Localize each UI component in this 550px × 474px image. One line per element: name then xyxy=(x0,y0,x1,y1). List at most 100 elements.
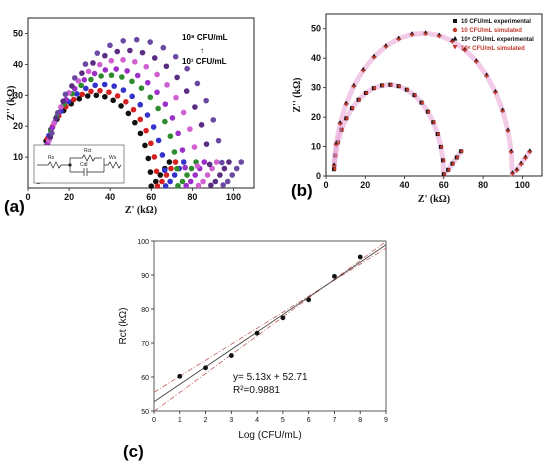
panel-b-point-sim xyxy=(451,162,455,166)
circuit-label-cdl: Cdl xyxy=(80,162,88,168)
panel-a-point xyxy=(229,172,236,178)
panel-c-ytick-label: 90 xyxy=(141,273,149,280)
panel-b-point-sim xyxy=(396,38,402,42)
panel-a-point xyxy=(81,77,88,83)
panel-a-point xyxy=(102,67,109,73)
panel-b-point-sim xyxy=(351,106,355,110)
panel-a-point xyxy=(83,85,89,92)
panel-a-point xyxy=(172,53,179,60)
panel-c-xtick-label: 6 xyxy=(307,417,311,424)
panel-a-ytick-label: 50 xyxy=(13,28,23,38)
panel-a-point xyxy=(198,122,205,128)
panel-a-point xyxy=(92,82,98,89)
panel-c-point xyxy=(306,297,312,303)
panel-b-point-sim xyxy=(442,158,446,162)
panel-b-point-sim xyxy=(413,93,417,97)
panel-b-point-sim xyxy=(383,45,389,50)
panel-a-point xyxy=(88,88,94,95)
panel-a-point xyxy=(96,61,103,68)
panel-a-xtick-label: 40 xyxy=(105,192,115,202)
panel-c-xtick-label: 9 xyxy=(384,417,388,424)
circuit-label-rs: Rs xyxy=(48,155,55,161)
legend-marker-2 xyxy=(452,27,458,33)
panel-c-ylabel: Rct (kΩ) xyxy=(118,308,129,345)
panel-a-point xyxy=(163,172,170,178)
panel-a-point xyxy=(76,96,83,102)
panel-a-point xyxy=(213,159,220,165)
panel-a-point xyxy=(48,130,55,136)
panel-a-point xyxy=(120,56,126,63)
panel-a-point xyxy=(49,124,56,131)
panel-a-point xyxy=(69,83,75,89)
panel-b-series-2 xyxy=(331,30,533,178)
panel-a-ytick-label: 20 xyxy=(13,121,23,131)
panel-a-point xyxy=(79,70,85,76)
legend-marker-1 xyxy=(453,19,457,23)
panel-b-point-sim xyxy=(343,103,349,107)
panel-b-series-1 xyxy=(331,82,464,180)
panel-a-point xyxy=(148,183,155,189)
panel-b-point-sim xyxy=(449,40,455,44)
panel-a-point xyxy=(167,178,173,185)
panel-a-point xyxy=(93,92,100,99)
panel-a-point xyxy=(118,103,124,109)
panel-a-point xyxy=(147,169,154,175)
panel-a-point xyxy=(90,60,96,66)
panel-a-point xyxy=(212,178,219,185)
panel-a-point xyxy=(108,57,115,64)
panel-a-point xyxy=(187,178,194,185)
panel-a-point xyxy=(210,117,217,123)
panel-c-xtick-label: 1 xyxy=(178,417,182,424)
panel-a-point xyxy=(114,48,121,55)
panel-b-point-sim xyxy=(427,110,431,114)
panel-b-ytick-label: 20 xyxy=(311,112,321,122)
panel-a-point xyxy=(148,140,154,147)
legend-entry-4: 10⁸ CFU/mL simulated xyxy=(461,46,525,52)
panel-a-point xyxy=(191,144,198,150)
legend-marker-3 xyxy=(452,36,458,41)
panel-a-point xyxy=(127,47,133,54)
panel-a-xtick-label: 80 xyxy=(187,192,197,202)
panel-a-point xyxy=(184,65,190,72)
panel-a-point xyxy=(169,115,176,121)
panel-a-point xyxy=(97,87,103,94)
panel-a-point xyxy=(173,94,179,101)
panel-a-point xyxy=(114,93,121,99)
panel-a-point xyxy=(71,75,78,81)
panel-b-ytick-label: 50 xyxy=(311,24,321,34)
panel-b-point-sim xyxy=(447,168,451,172)
panel-a-point xyxy=(101,81,108,88)
panel-a-point xyxy=(168,165,174,172)
panel-b-xtick-label: 80 xyxy=(478,180,488,190)
panel-b-point-sim xyxy=(514,169,520,173)
panel-a-point xyxy=(54,110,61,116)
panel-a-xtick-label: 0 xyxy=(25,192,30,202)
panel-a-point xyxy=(217,172,223,178)
panel-c-xtick-label: 7 xyxy=(332,417,336,424)
panel-c-xtick-label: 8 xyxy=(358,417,362,424)
panel-a-xtick-label: 60 xyxy=(146,192,156,202)
panel-a-annotation-bottom: 10¹ CFU/mL xyxy=(182,57,227,66)
panel-c-r-squared: R²=0.9881 xyxy=(233,385,280,396)
legend-entry-3: 10⁸ CFU/mL experimental xyxy=(461,37,534,43)
panel-b-point-sim xyxy=(337,122,343,127)
panel-a-point xyxy=(167,133,174,139)
panel-b-ytick-label: 0 xyxy=(316,171,321,181)
panel-a-point xyxy=(164,82,170,88)
panel-b-point-sim xyxy=(436,132,441,136)
panel-c-point xyxy=(357,254,363,260)
panel-a-point xyxy=(188,165,195,172)
panel-b-ytick-label: 10 xyxy=(311,142,321,152)
circuit-label-rct: Rct xyxy=(84,148,92,154)
panel-b-xtick-label: 0 xyxy=(323,180,328,190)
panel-c-ytick-label: 100 xyxy=(137,239,149,246)
panel-a-point xyxy=(206,161,213,168)
panel-b-ytick-label: 40 xyxy=(311,53,321,63)
panel-a-point xyxy=(143,127,149,134)
panel-a-point xyxy=(221,165,228,172)
panel-c-confidence-band xyxy=(153,247,387,393)
panel-a-point xyxy=(162,183,169,189)
panel-a-xtick-label: 100 xyxy=(226,192,241,202)
panel-a-point xyxy=(62,91,69,98)
